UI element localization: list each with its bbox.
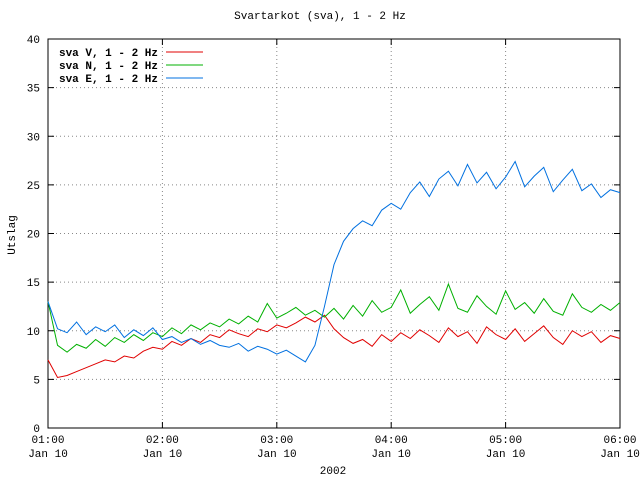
y-tick-label: 35 xyxy=(27,84,40,96)
y-tick-label: 5 xyxy=(33,375,40,387)
y-axis-label: Utslag xyxy=(7,215,19,255)
x-tick-label: 03:00 Jan 10 xyxy=(257,435,297,461)
legend-label: sva E, 1 - 2 Hz xyxy=(59,74,158,86)
y-tick-label: 0 xyxy=(33,424,40,436)
x-tick-label: 05:00 Jan 10 xyxy=(486,435,526,461)
y-tick-label: 25 xyxy=(27,181,40,193)
legend-label: sva N, 1 - 2 Hz xyxy=(59,61,158,73)
y-tick-label: 20 xyxy=(27,230,40,242)
y-tick-label: 10 xyxy=(27,327,40,339)
x-tick-label: 02:00 Jan 10 xyxy=(143,435,183,461)
y-tick-label: 30 xyxy=(27,132,40,144)
y-tick-label: 15 xyxy=(27,278,40,290)
x-tick-label: 06:00 Jan 10 xyxy=(600,435,640,461)
x-axis-label: 2002 xyxy=(320,466,346,478)
line-series xyxy=(47,160,621,363)
x-tick-label: 01:00 Jan 10 xyxy=(28,435,68,461)
line-series xyxy=(47,314,621,378)
y-tick-label: 40 xyxy=(27,35,40,47)
line-series xyxy=(47,282,621,353)
chart-title: Svartarkot (sva), 1 - 2 Hz xyxy=(234,11,406,23)
legend-label: sva V, 1 - 2 Hz xyxy=(59,48,158,60)
plot-border xyxy=(47,38,621,429)
x-tick-label: 04:00 Jan 10 xyxy=(371,435,411,461)
